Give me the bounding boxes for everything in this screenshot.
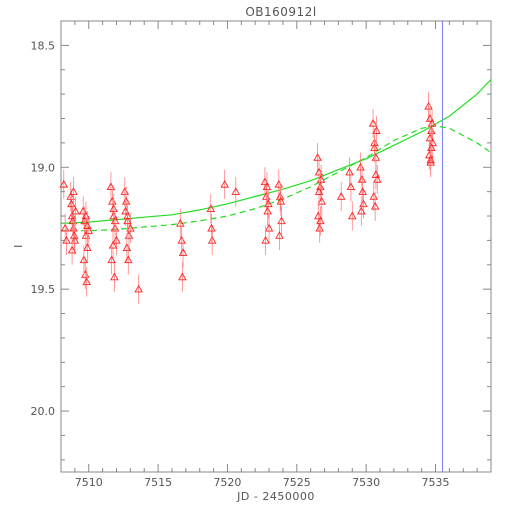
x-tick-label: 7525 xyxy=(283,476,311,489)
data-point xyxy=(427,143,436,152)
x-tick-label: 7535 xyxy=(422,476,450,489)
data-point xyxy=(71,206,80,215)
data-point xyxy=(357,206,366,215)
data-point xyxy=(121,196,131,205)
data-point xyxy=(277,216,286,225)
data-point xyxy=(206,204,216,212)
data-point xyxy=(368,118,378,127)
data-point xyxy=(336,192,346,200)
plot-frame xyxy=(60,20,492,473)
data-point xyxy=(264,199,273,208)
data-point xyxy=(264,223,274,232)
data-point xyxy=(123,216,132,225)
data-point xyxy=(70,235,80,244)
data-point xyxy=(126,223,135,232)
data-point xyxy=(317,196,327,205)
data-point xyxy=(276,196,286,205)
model-curve-dashed xyxy=(61,125,492,232)
x-tick-label: 7530 xyxy=(352,476,380,489)
data-point xyxy=(314,187,324,195)
data-point xyxy=(348,211,357,220)
data-point xyxy=(69,187,78,195)
data-point xyxy=(134,284,143,293)
data-point xyxy=(313,153,322,161)
data-point xyxy=(79,255,89,264)
data-point xyxy=(68,216,78,225)
data-point xyxy=(108,240,118,249)
data-point xyxy=(346,182,356,191)
x-tick-label: 7520 xyxy=(213,476,241,489)
data-point xyxy=(178,248,188,256)
data-point xyxy=(315,223,324,232)
y-axis-title: I xyxy=(12,244,25,248)
data-point xyxy=(82,277,91,286)
data-point xyxy=(67,245,77,254)
data-point xyxy=(426,155,435,164)
data-point xyxy=(231,187,241,195)
y-tick-label: 19.0 xyxy=(31,161,56,174)
data-point xyxy=(106,182,116,191)
axis-ticks: 7510 7515 7520 7525 7530 7535 18.5 19.0 19.5 20.0 xyxy=(31,20,492,489)
data-point xyxy=(59,179,69,188)
data-point xyxy=(124,255,133,264)
x-axis-title: JD - 2450000 xyxy=(236,490,315,503)
data-point xyxy=(83,221,92,230)
data-point xyxy=(261,235,270,244)
data-point xyxy=(371,170,381,178)
data-point xyxy=(345,167,354,176)
data-point xyxy=(427,118,437,127)
y-tick-label: 20.0 xyxy=(31,405,56,418)
data-point xyxy=(110,272,119,281)
data-point xyxy=(370,201,380,210)
data-point xyxy=(220,179,229,188)
data-point xyxy=(358,187,367,195)
data-point xyxy=(110,216,120,225)
data-point xyxy=(275,231,284,239)
data-point xyxy=(83,243,92,251)
x-tick-label: 7515 xyxy=(144,476,172,489)
data-point xyxy=(263,206,272,215)
data-point xyxy=(207,235,217,244)
data-point xyxy=(178,272,187,281)
x-tick-label: 7510 xyxy=(75,476,103,489)
data-point xyxy=(207,223,216,232)
plot-area xyxy=(59,21,492,472)
data-point xyxy=(107,255,116,264)
data-point xyxy=(176,218,185,227)
data-point xyxy=(357,175,367,183)
chart-title: OB160912l xyxy=(245,5,316,19)
data-point xyxy=(316,216,325,225)
data-point xyxy=(370,143,379,152)
data-point xyxy=(262,182,272,191)
y-tick-label: 19.5 xyxy=(31,283,56,296)
data-point xyxy=(112,235,121,244)
data-point xyxy=(69,231,79,239)
data-point xyxy=(66,192,75,200)
y-tick-label: 18.5 xyxy=(31,39,56,52)
data-point xyxy=(372,126,381,134)
